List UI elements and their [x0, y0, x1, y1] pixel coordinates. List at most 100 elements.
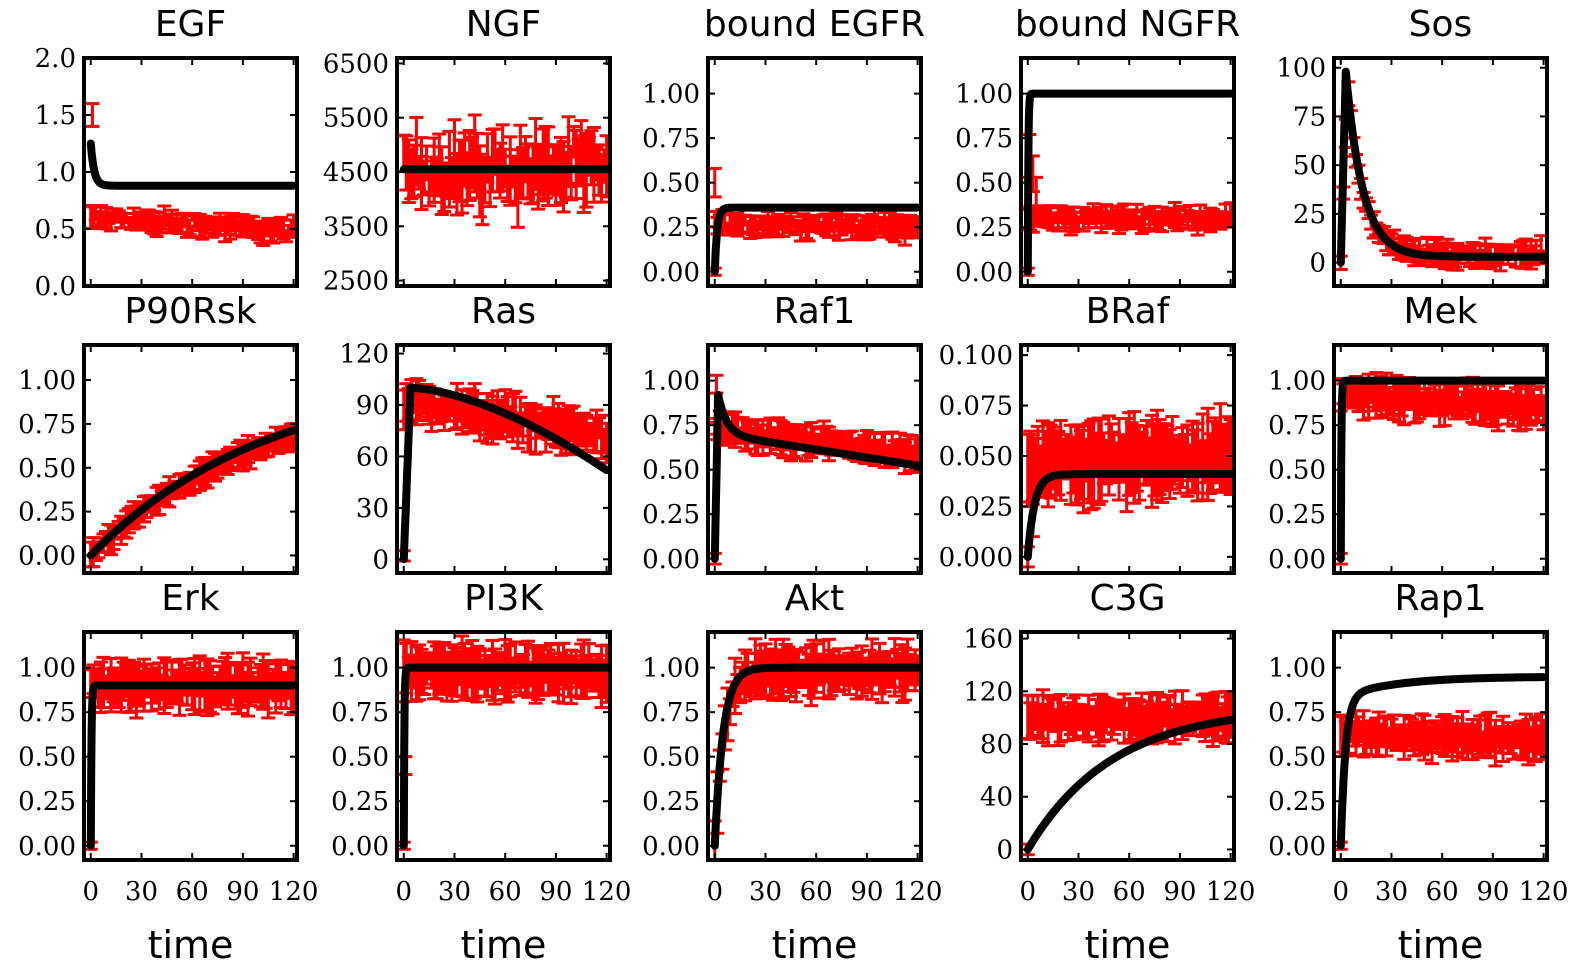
y-tick-label: 1.00 — [1268, 367, 1326, 397]
x-axis-shared: 0 30 60 90 120 time — [395, 877, 631, 967]
x-tick-label: 30 — [1375, 877, 1408, 907]
error-bar — [434, 145, 449, 216]
error-bar — [1536, 718, 1547, 753]
x-tick-label: 0 — [1019, 877, 1036, 907]
y-tick-label: 0.25 — [1268, 787, 1326, 817]
error-bar — [788, 648, 803, 704]
error-bar — [470, 644, 485, 704]
error-bar — [1356, 709, 1371, 759]
y-tick-label: 120 — [963, 677, 1013, 707]
error-bar — [584, 129, 599, 187]
y-tick-label: 0.00 — [1268, 545, 1326, 575]
y-tick-label: 0.00 — [642, 545, 700, 575]
y-tick-label: 0.75 — [18, 698, 76, 728]
x-axis-shared: 0 30 60 90 120 time — [82, 877, 318, 967]
x-tick-label: 90 — [226, 877, 259, 907]
axes-frame — [706, 630, 923, 862]
axes-frame — [82, 630, 299, 862]
y-tick-label: 0.50 — [955, 169, 1013, 199]
y-tick-label: 80 — [980, 730, 1013, 760]
y-tick-label: 6500 — [323, 49, 389, 79]
error-bar — [1223, 692, 1234, 739]
subplot-erk: Erk 0.00 0.25 0.50 0.75 1.00 — [18, 578, 299, 862]
y-tick-label: 0.00 — [1268, 832, 1326, 862]
error-bar — [599, 643, 610, 704]
x-tick-label: 0 — [82, 877, 99, 907]
y-tick-label: 0.5 — [35, 215, 76, 245]
y-tick-label: 0.50 — [18, 454, 76, 484]
subplot-ras: Ras 0 30 60 90 120 — [339, 291, 612, 575]
axes-frame — [1332, 630, 1549, 862]
y-tick-label: 4500 — [323, 158, 389, 188]
x-tick-label: 60 — [1113, 877, 1146, 907]
fit-line — [1336, 673, 1547, 850]
data-points — [397, 113, 610, 229]
axes-frame — [395, 630, 612, 862]
y-tick-label: 90 — [356, 391, 389, 421]
error-bar — [1033, 702, 1048, 741]
y-tick-label: 1.00 — [642, 654, 700, 684]
x-tick-label: 120 — [1519, 877, 1569, 907]
y-tick-label: 0.75 — [1268, 698, 1326, 728]
error-bar — [85, 102, 100, 128]
subplot-akt: Akt 0.00 0.25 0.50 0.75 1.00 — [642, 578, 923, 862]
subplot-title: C3G — [1090, 578, 1166, 619]
y-tick-label: 0.00 — [642, 832, 700, 862]
y-tick-label: 0 — [372, 545, 389, 575]
subplot-sos: Sos 0 25 50 75 100 — [1276, 4, 1549, 288]
fit-line — [1336, 376, 1547, 563]
error-bar — [1470, 718, 1485, 756]
subplot-raf1: Raf1 0.00 0.25 0.50 0.75 1.00 — [642, 291, 923, 575]
data-points — [1334, 371, 1547, 566]
subplot-bound-ngfr: bound NGFR 0.00 0.25 0.50 0.75 1.00 — [955, 4, 1240, 288]
x-tick-label: 30 — [438, 877, 471, 907]
y-tick-label: 0.25 — [331, 787, 389, 817]
error-bar — [709, 373, 724, 395]
y-tick-label: 0.25 — [18, 498, 76, 528]
y-tick-label: 0.75 — [642, 411, 700, 441]
subplot-pi3k: PI3K 0.00 0.25 0.50 0.75 1.00 — [331, 578, 612, 862]
fit-line — [1023, 716, 1234, 854]
axes-frame — [706, 343, 923, 575]
y-tick-label: 0.75 — [955, 124, 1013, 154]
y-tick-label: 1.0 — [35, 158, 76, 188]
y-tick-label: 0.50 — [18, 743, 76, 773]
axes-frame — [82, 343, 299, 575]
subplot-title: bound EGFR — [704, 4, 925, 45]
x-tick-label: 0 — [395, 877, 412, 907]
data-points — [708, 373, 921, 566]
y-tick-label: 0.25 — [18, 787, 76, 817]
subplot-title: EGF — [155, 4, 226, 45]
subplot-braf: BRaf 0.000 0.025 0.050 0.075 0.100 — [939, 291, 1236, 575]
axes-frame — [395, 343, 612, 575]
error-bar — [910, 220, 921, 240]
y-tick-label: 3500 — [323, 212, 389, 242]
x-tick-label: 90 — [539, 877, 572, 907]
y-tick-label: 0.25 — [1268, 500, 1326, 530]
subplot-title: BRaf — [1086, 291, 1171, 332]
y-tick-label: 100 — [1276, 54, 1326, 84]
y-tick-label: 0.25 — [642, 787, 700, 817]
subplot-title: Sos — [1409, 4, 1473, 45]
axes-frame — [1019, 630, 1236, 862]
data-points — [84, 421, 297, 569]
error-bar — [1162, 427, 1177, 501]
fit-line — [710, 203, 921, 276]
y-tick-label: 0.75 — [331, 698, 389, 728]
error-bar — [286, 213, 297, 238]
y-tick-label: 0.050 — [939, 442, 1013, 472]
y-tick-label: 0 — [996, 835, 1013, 865]
y-tick-label: 2.0 — [35, 44, 76, 74]
error-bar — [1043, 423, 1058, 500]
x-axis-label: time — [1085, 923, 1171, 967]
error-bar — [1536, 394, 1547, 432]
x-tick-label: 60 — [489, 877, 522, 907]
x-axis-label: time — [1398, 923, 1484, 967]
y-tick-label: 1.00 — [642, 367, 700, 397]
error-bar — [488, 647, 503, 706]
data-points — [1021, 133, 1234, 277]
y-tick-label: 2500 — [323, 267, 389, 297]
y-tick-label: 0.50 — [1268, 743, 1326, 773]
y-tick-label: 40 — [980, 783, 1013, 813]
data-points — [1021, 688, 1234, 857]
